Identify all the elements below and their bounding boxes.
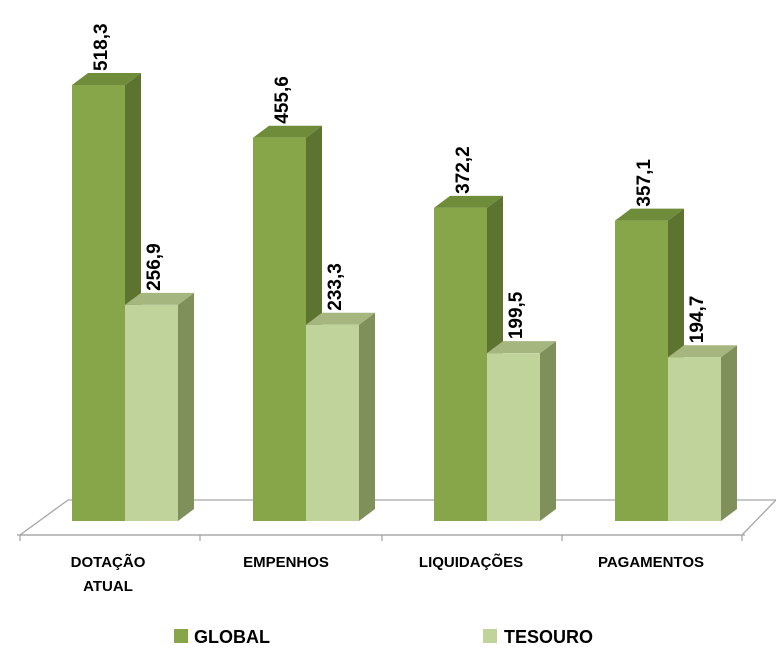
bar-top: [434, 195, 503, 208]
bar-tesouro-3: [487, 341, 556, 521]
value-label-tesouro-1: 256,9: [144, 243, 165, 291]
category-label-4: PAGAMENTOS: [598, 554, 704, 571]
bar-front: [487, 353, 540, 521]
bar-front: [253, 137, 306, 522]
value-label-global-4: 357,1: [634, 159, 655, 207]
bar-front: [72, 85, 125, 521]
category-labels-group: DOTAÇÃO ATUAL EMPENHOS LIQUIDAÇÕES PAGAMENTO…: [71, 553, 704, 595]
bars-group: [72, 73, 737, 522]
bar-global-1: [72, 73, 141, 521]
bar-front: [434, 207, 487, 522]
bar-front: [668, 357, 721, 521]
bar-top: [253, 125, 322, 138]
bar-side: [540, 341, 556, 521]
legend-item-global: GLOBAL: [174, 627, 270, 647]
legend-swatch: [483, 629, 497, 643]
bar-front: [125, 304, 178, 521]
bar-front: [615, 220, 668, 521]
bar-front: [306, 324, 359, 521]
bar-tesouro-2: [306, 312, 375, 521]
legend-label: GLOBAL: [194, 627, 270, 647]
value-label-tesouro-3: 199,5: [506, 291, 527, 339]
bar-tesouro-4: [668, 345, 737, 521]
value-label-tesouro-4: 194,7: [687, 296, 708, 344]
bar-top: [487, 341, 556, 354]
chart-floor: [17, 499, 776, 541]
category-label-2: EMPENHOS: [243, 554, 329, 571]
value-labels-group: 518,3 256,9 455,6 233,3 372,2 199,5 357,1 194,7: [91, 23, 708, 343]
legend-swatch: [174, 629, 188, 643]
legend: GLOBAL TESOURO: [174, 627, 593, 647]
value-label-tesouro-2: 233,3: [325, 263, 346, 311]
value-label-global-3: 372,2: [453, 146, 474, 194]
bar-top: [668, 345, 737, 358]
category-label-3: LIQUIDAÇÕES: [419, 553, 523, 571]
value-label-global-1: 518,3: [91, 23, 112, 71]
category-label-1: DOTAÇÃO ATUAL: [71, 553, 146, 595]
legend-label: TESOURO: [504, 627, 593, 647]
legend-item-tesouro: TESOURO: [483, 627, 593, 647]
bar-top: [72, 73, 141, 85]
bar-top: [615, 208, 684, 221]
bar-top: [306, 312, 375, 325]
bar-side: [359, 312, 375, 521]
bar-side: [178, 292, 194, 521]
bar-side: [721, 345, 737, 521]
value-label-global-2: 455,6: [272, 76, 293, 124]
bar-top: [125, 292, 194, 305]
bar-tesouro-1: [125, 292, 194, 521]
